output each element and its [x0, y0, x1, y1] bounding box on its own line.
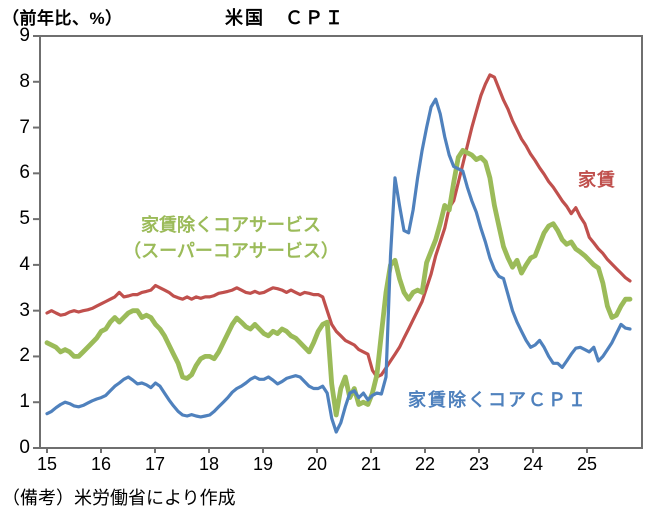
x-tick-label: 19 — [252, 454, 274, 474]
x-tick-label: 24 — [522, 454, 544, 474]
series-line-supercore — [44, 147, 633, 418]
series-label-supercore-line1: 家賃除くコアサービス — [141, 215, 321, 235]
x-tick-label: 23 — [468, 454, 490, 474]
x-tick-label: 17 — [144, 454, 166, 474]
y-tick-label: 9 — [19, 25, 30, 46]
x-tick-label: 18 — [198, 454, 220, 474]
series-label-supercore: 家賃除くコアサービス （スーパーコアサービス） — [72, 212, 390, 264]
x-tick-label: 20 — [306, 454, 328, 474]
y-tick-label: 4 — [19, 253, 30, 275]
series-label-supercore-line2: （スーパーコアサービス） — [123, 241, 339, 261]
y-tick-label: 6 — [19, 162, 30, 184]
series-label-rent: 家賃 — [578, 170, 616, 190]
x-tick-label: 15 — [36, 454, 58, 474]
source-note: （備考）米労働省により作成 — [2, 488, 236, 508]
x-tick-label: 25 — [576, 454, 598, 474]
y-tick-label: 5 — [19, 208, 30, 230]
y-tick-label: 3 — [19, 299, 30, 321]
y-tick-label: 8 — [19, 70, 30, 92]
y-tick-label: 1 — [19, 391, 30, 413]
x-tick-label: 22 — [414, 454, 436, 474]
y-tick-label: 2 — [19, 345, 30, 367]
y-tick-label: 0 — [19, 437, 30, 458]
x-tick-label: 21 — [360, 454, 382, 474]
x-tick-label: 16 — [90, 454, 112, 474]
series-line-rent — [45, 73, 632, 379]
plot-border — [39, 35, 643, 449]
y-axis-unit-label: （前年比、%） — [2, 9, 123, 28]
series-line-core-ex-rent — [45, 97, 632, 434]
chart-title: 米国 ＣＰＩ — [225, 8, 345, 28]
y-tick-label: 7 — [19, 116, 30, 138]
series-label-core-ex-rent: 家賃除くコアＣＰＩ — [408, 390, 588, 410]
